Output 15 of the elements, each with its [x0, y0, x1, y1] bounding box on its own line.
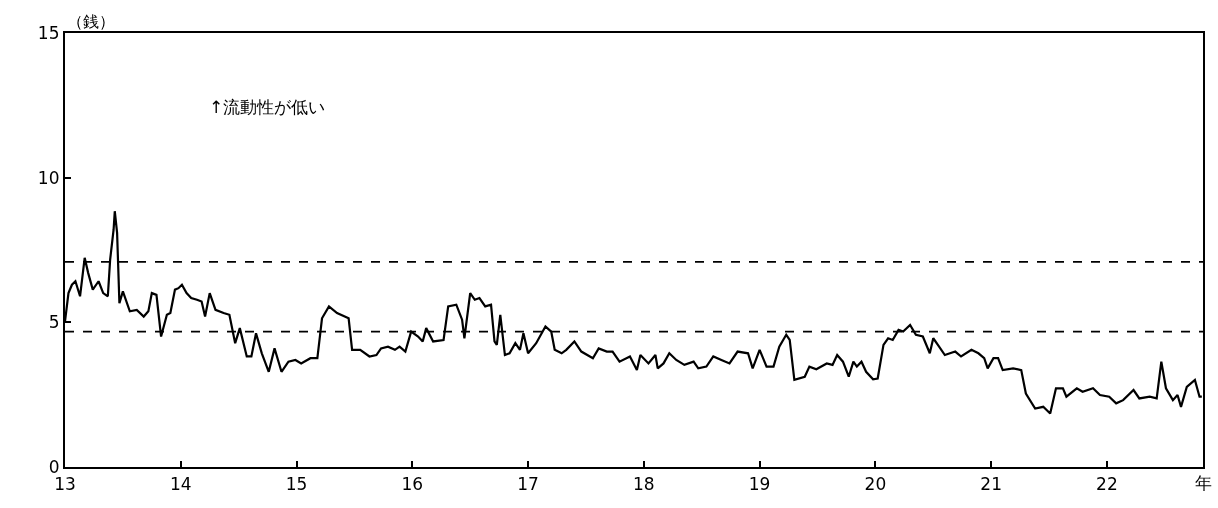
y-tick-label: 5 [48, 312, 60, 333]
x-tick-label: 18 [633, 473, 655, 494]
x-tick-label: 17 [517, 473, 539, 494]
x-tick-label: 19 [748, 473, 771, 494]
x-tick-label: 15 [285, 473, 308, 494]
x-tick-label: 22 [1096, 473, 1118, 494]
x-tick-label: 20 [864, 473, 887, 494]
x-tick-label: 21 [980, 473, 1002, 494]
annotation: ↑流動性が低い [209, 97, 326, 117]
y-axis-title: （銭） [67, 12, 115, 31]
x-tick-label: 14 [169, 473, 192, 494]
x-axis-title: 年 [1195, 473, 1212, 493]
x-tick-label: 16 [401, 473, 424, 494]
y-tick-label: 10 [37, 167, 60, 188]
y-tick-label: 15 [37, 22, 60, 43]
